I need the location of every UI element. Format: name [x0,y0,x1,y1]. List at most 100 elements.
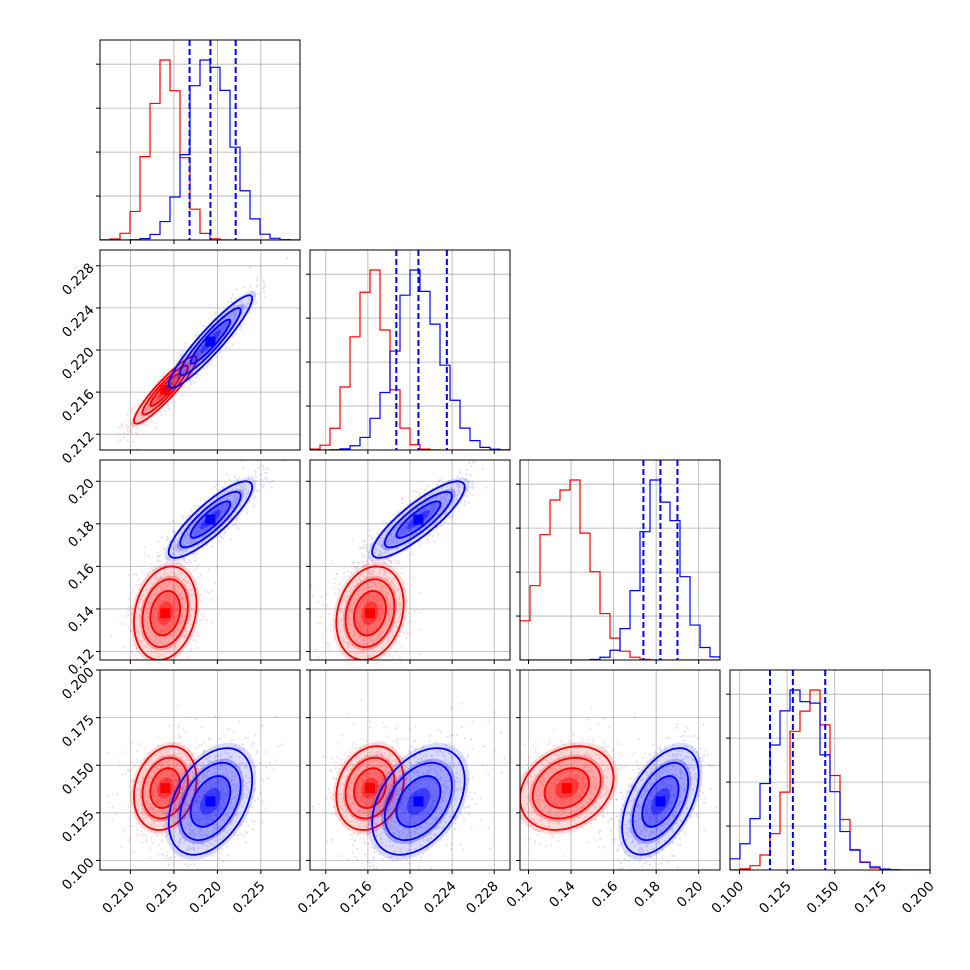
scatter-point [140,780,143,783]
scatter-point [186,366,189,369]
scatter-point [194,539,197,542]
scatter-point [196,767,199,771]
scatter-point [386,596,389,599]
scatter-point [180,530,183,533]
scatter-point [175,374,179,377]
scatter-point [236,495,239,498]
scatter-point [155,593,158,597]
density-peak [413,514,424,525]
scatter-point [172,565,175,568]
scatter-point [172,529,175,532]
scatter-point [175,616,178,619]
scatter-point [364,595,367,598]
scatter-point [170,776,173,779]
scatter-point [375,614,378,617]
scatter-point [360,650,363,653]
scatter-point [157,768,160,771]
scatter-point [111,806,114,809]
scatter-point [224,508,227,511]
scatter-point [376,679,378,681]
scatter-point [205,533,208,536]
scatter-point [150,410,153,413]
scatter-point [151,595,154,599]
scatter-point [237,304,240,307]
scatter-point [156,782,159,785]
scatter-point [361,602,365,605]
scatter-point [171,382,174,385]
scatter-point [232,523,235,527]
scatter-point [263,291,266,294]
scatter-point [131,590,134,593]
scatter-point [189,759,192,762]
x-tick-label: 0.210 [99,878,138,917]
scatter-point [175,818,178,822]
scatter-point [208,769,211,772]
scatter-point [164,769,168,772]
scatter-point [217,327,220,330]
scatter-point [390,561,393,564]
scatter-point [171,612,174,615]
scatter-point [351,580,355,583]
scatter-point [174,599,177,602]
scatter-point [394,536,397,539]
scatter-point [328,642,331,645]
scatter-point [165,780,168,783]
scatter-point [231,502,234,505]
scatter-point [203,517,206,520]
scatter-point [358,634,361,637]
scatter-point [445,501,448,504]
scatter-point [350,617,353,620]
scatter-point [379,616,382,619]
scatter-point [136,416,139,419]
scatter-point [166,798,169,801]
scatter-point [146,621,149,624]
scatter-point [141,774,144,777]
scatter-point [378,633,382,636]
scatter-point [268,481,271,484]
scatter-point [200,573,203,577]
scatter-point [211,545,214,548]
scatter-point [243,489,246,492]
scatter-point [328,644,331,648]
scatter-point [471,480,474,484]
scatter-point [169,606,172,609]
axes-frame [309,459,511,661]
scatter-point [201,520,204,523]
scatter-point [165,385,168,388]
scatter-point [387,540,390,543]
scatter-point [378,549,381,553]
y-tick-label: 0.175 [59,712,98,751]
scatter-point [173,379,176,382]
scatter-point [248,499,251,502]
scatter-point [382,694,384,696]
scatter-point [218,506,221,509]
scatter-point [193,534,197,537]
scatter-point [202,522,205,526]
scatter-point [144,792,148,795]
scatter-point [173,377,176,380]
scatter-point [176,610,179,613]
scatter-point [161,779,164,782]
scatter-point [422,509,425,512]
scatter-point [363,624,366,627]
scatter-point [403,527,406,530]
scatter-point [389,581,392,584]
scatter-point [243,484,246,488]
scatter-point [173,572,176,575]
scatter-point [131,424,134,427]
scatter-point [204,524,207,527]
scatter-point [385,551,388,554]
scatter-point [367,606,370,609]
scatter-point [232,313,235,316]
scatter-point [359,671,361,673]
scatter-point [165,393,168,396]
contour-line [179,307,242,377]
scatter-point [174,597,177,600]
scatter-point [152,786,156,789]
scatter-point [174,543,177,546]
scatter-point [189,373,193,376]
scatter-point [446,492,449,495]
scatter-point [163,795,166,799]
scatter-point [194,354,197,357]
scatter-point [152,791,155,794]
